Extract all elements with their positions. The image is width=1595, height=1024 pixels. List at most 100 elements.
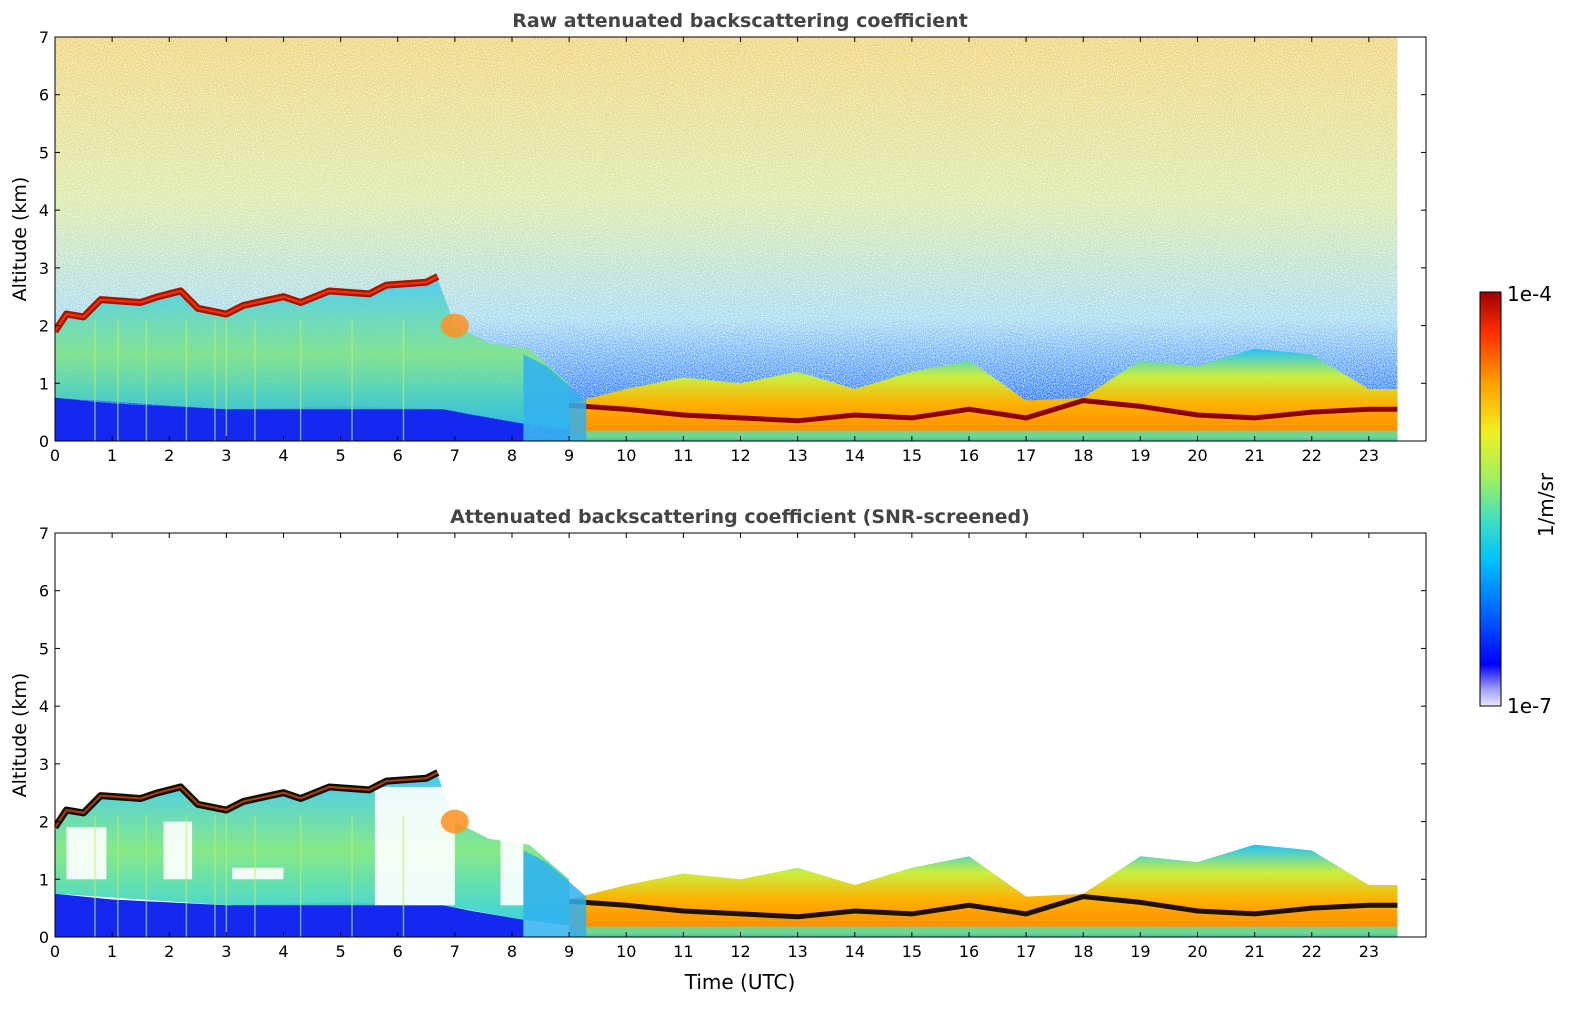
x-tick-label: 2 <box>164 446 174 465</box>
x-tick-label: 0 <box>50 446 60 465</box>
y-tick-label: 6 <box>39 582 49 601</box>
screened-backscatter-panel: Attenuated backscattering coefficient (S… <box>9 506 1427 994</box>
x-tick-label: 11 <box>673 446 693 465</box>
y-tick-label: 5 <box>39 639 49 658</box>
boundary-layer <box>569 844 1398 937</box>
x-tick-label: 6 <box>393 942 403 961</box>
colorbar-max-label: 1e-4 <box>1507 282 1552 306</box>
x-tick-label: 9 <box>564 942 574 961</box>
x-tick-label: 16 <box>959 942 979 961</box>
x-tick-label: 8 <box>507 942 517 961</box>
x-tick-label: 15 <box>902 942 922 961</box>
x-tick-label: 7 <box>450 942 460 961</box>
screened-panel-title: Attenuated backscattering coefficient (S… <box>450 506 1030 528</box>
x-tick-label: 5 <box>336 446 346 465</box>
x-tick-label: 21 <box>1244 942 1264 961</box>
x-tick-label: 17 <box>1016 942 1036 961</box>
colorbar-min-label: 1e-7 <box>1507 694 1552 718</box>
x-tick-label: 22 <box>1302 942 1322 961</box>
x-tick-label: 2 <box>164 942 174 961</box>
screened-gap <box>232 867 284 880</box>
x-tick-label: 18 <box>1073 942 1093 961</box>
y-tick-label: 3 <box>39 755 49 774</box>
y-tick-label: 4 <box>39 697 49 716</box>
x-tick-label: 23 <box>1359 942 1379 961</box>
x-tick-label: 7 <box>450 446 460 465</box>
transition-plume <box>523 850 587 937</box>
near-surface-band <box>586 926 1398 935</box>
x-tick-label: 16 <box>959 446 979 465</box>
screened-heatmap-field <box>55 769 1398 937</box>
x-tick-label: 11 <box>673 942 693 961</box>
x-tick-label: 13 <box>787 446 807 465</box>
x-tick-label: 5 <box>336 942 346 961</box>
x-tick-label: 15 <box>902 446 922 465</box>
y-tick-label: 3 <box>39 259 49 278</box>
screened-gap <box>500 827 524 906</box>
raw-panel-title: Raw attenuated backscattering coefficien… <box>512 10 968 32</box>
y-tick-label: 4 <box>39 201 49 220</box>
screened-x-ticks: 0 1 2 3 4 5 6 7 8 9 10 11 12 13 14 15 16 17 18 19 20 21 22 23 <box>50 533 1379 961</box>
colorbar: 1e-4 1e-7 1/m/sr <box>1479 282 1558 718</box>
y-tick-label: 6 <box>39 86 49 105</box>
x-tick-label: 12 <box>730 942 750 961</box>
x-tick-label: 10 <box>616 942 636 961</box>
boundary-layer-top-band <box>568 894 1398 920</box>
x-tick-label: 14 <box>845 446 865 465</box>
y-tick-label: 5 <box>39 143 49 162</box>
x-tick-label: 19 <box>1130 942 1150 961</box>
x-tick-label: 12 <box>730 446 750 465</box>
x-tick-label: 4 <box>278 942 288 961</box>
raw-y-ticks: 0 1 2 3 4 5 6 7 <box>39 28 1426 451</box>
y-tick-label: 0 <box>39 432 49 451</box>
cloud-layer-highlight <box>55 275 439 332</box>
raw-heatmap-field <box>55 37 1398 441</box>
y-tick-label: 2 <box>39 317 49 336</box>
x-tick-label: 20 <box>1187 942 1207 961</box>
aerosol-blob <box>440 809 469 834</box>
near-surface-band <box>586 430 1398 439</box>
x-tick-label: 3 <box>221 942 231 961</box>
x-tick-label: 20 <box>1187 446 1207 465</box>
x-axis-label: Time (UTC) <box>684 970 796 994</box>
colorbar-gradient <box>1479 291 1502 707</box>
x-tick-label: 14 <box>845 942 865 961</box>
y-tick-label: 0 <box>39 928 49 947</box>
x-tick-label: 10 <box>616 446 636 465</box>
x-tick-label: 13 <box>787 942 807 961</box>
raw-x-ticks: 0 1 2 3 4 5 6 7 8 9 10 11 12 13 14 15 16 17 18 19 20 21 22 23 <box>50 37 1379 465</box>
x-tick-label: 19 <box>1130 446 1150 465</box>
y-tick-label: 1 <box>39 870 49 889</box>
screened-y-axis-label: Altitude (km) <box>9 673 31 798</box>
x-tick-label: 4 <box>278 446 288 465</box>
x-tick-label: 8 <box>507 446 517 465</box>
y-tick-label: 2 <box>39 813 49 832</box>
boundary-layer-top-band <box>568 398 1398 424</box>
screened-y-ticks: 0 1 2 3 4 5 6 7 <box>39 524 1426 947</box>
cloud-layer-highlight <box>55 771 439 828</box>
mid-aerosol-layer <box>55 279 570 430</box>
x-tick-label: 6 <box>393 446 403 465</box>
screened-heatmap-area <box>55 769 1398 937</box>
colorbar-units-label: 1/m/sr <box>1534 472 1558 537</box>
x-tick-label: 9 <box>564 446 574 465</box>
y-tick-label: 7 <box>39 28 49 47</box>
screened-gap <box>163 821 193 880</box>
raw-backscatter-panel: Raw attenuated backscattering coefficien… <box>9 10 1427 465</box>
x-tick-label: 0 <box>50 942 60 961</box>
y-tick-label: 1 <box>39 374 49 393</box>
x-tick-label: 1 <box>107 942 117 961</box>
x-tick-label: 18 <box>1073 446 1093 465</box>
x-tick-label: 1 <box>107 446 117 465</box>
raw-y-axis-label: Altitude (km) <box>9 177 31 302</box>
x-tick-label: 23 <box>1359 446 1379 465</box>
x-tick-label: 21 <box>1244 446 1264 465</box>
transition-plume <box>523 354 587 441</box>
y-tick-label: 7 <box>39 524 49 543</box>
raw-heatmap-area <box>55 37 1398 441</box>
x-tick-label: 17 <box>1016 446 1036 465</box>
screened-gap <box>66 827 107 880</box>
screened-gap <box>374 786 455 906</box>
